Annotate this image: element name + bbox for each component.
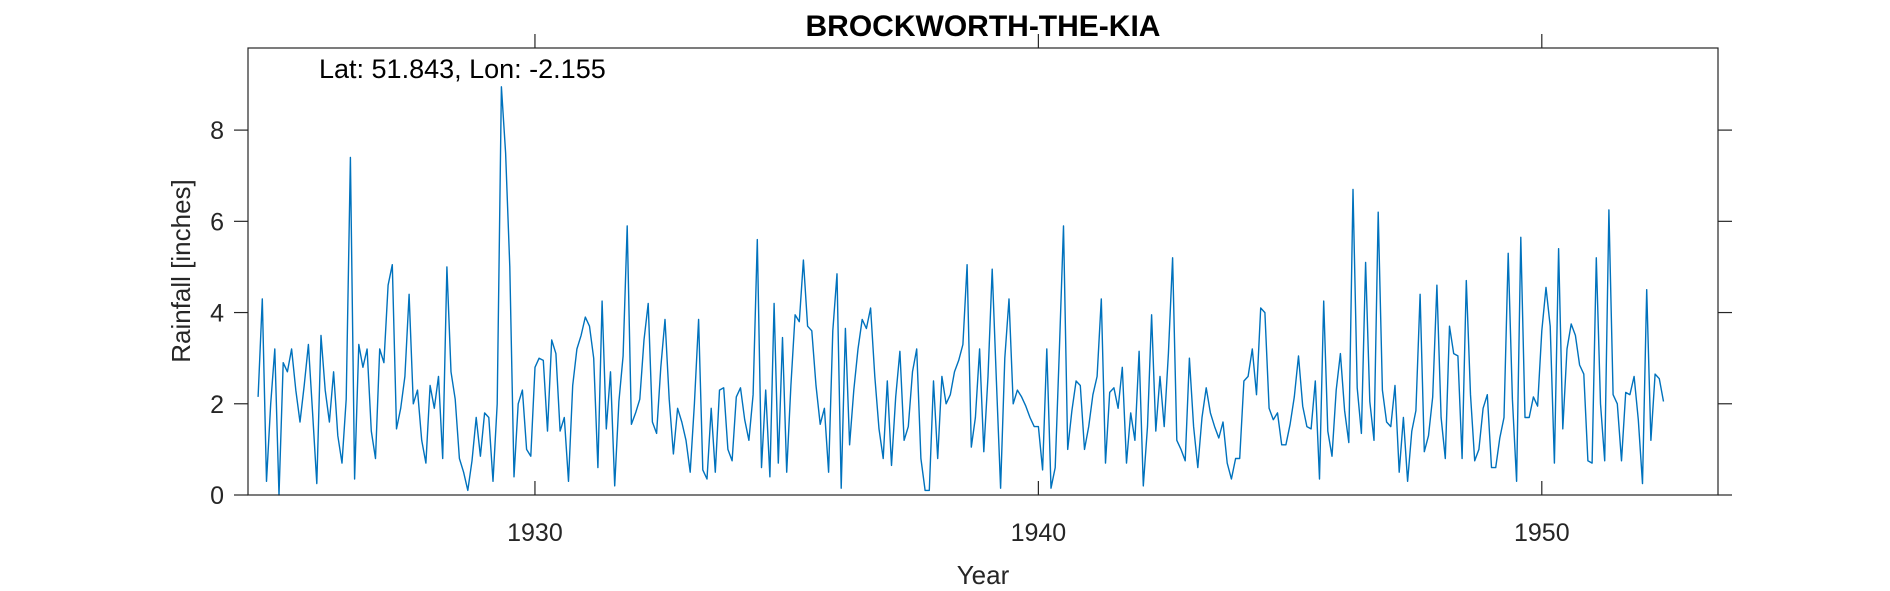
x-axis-label: Year	[957, 560, 1010, 590]
y-axis-label: Rainfall [inches]	[166, 179, 196, 363]
tick-labels: 1930 1940 1950 0 2 4 6 8	[210, 117, 1570, 547]
plot-frame	[247, 47, 1719, 496]
y-tick-label: 2	[210, 391, 224, 419]
y-tick-label: 0	[210, 482, 224, 510]
x-tick-label: 1950	[1514, 519, 1570, 547]
location-annotation: Lat: 51.843, Lon: -2.155	[319, 54, 606, 84]
x-tick-label: 1940	[1011, 519, 1067, 547]
x-tick-label: 1930	[507, 519, 563, 547]
y-tick-label: 8	[210, 117, 224, 145]
chart-title: BROCKWORTH-THE-KIA	[806, 10, 1161, 43]
y-tick-label: 6	[210, 208, 224, 236]
y-tick-label: 4	[210, 300, 224, 328]
series-line	[257, 86, 1665, 496]
axis-ticks	[234, 34, 1732, 496]
